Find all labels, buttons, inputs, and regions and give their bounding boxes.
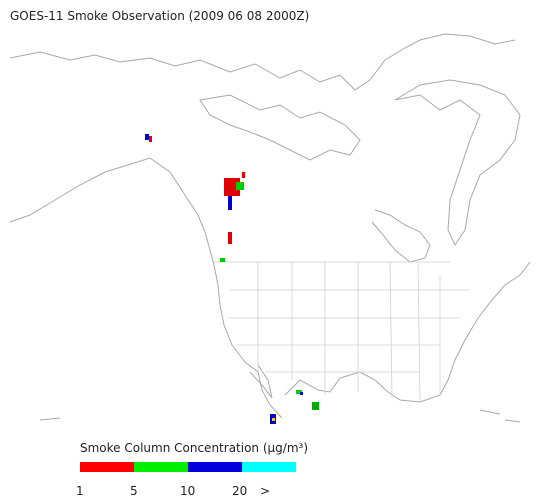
colorbar-segment bbox=[242, 462, 296, 472]
state-borders bbox=[214, 261, 470, 403]
colorbar-label: 5 bbox=[130, 484, 138, 498]
smoke-plumes bbox=[145, 134, 319, 424]
colorbar-label: > bbox=[260, 484, 270, 498]
colorbar-segment bbox=[134, 462, 188, 472]
colorbar: 1 5 10 20 > bbox=[76, 462, 296, 498]
colorbar-label: 1 bbox=[76, 484, 84, 498]
legend-title: Smoke Column Concentration (μg/m³) bbox=[80, 441, 308, 455]
colorbar-segment bbox=[188, 462, 242, 472]
coastlines bbox=[9, 33, 531, 423]
colorbar-label: 20 bbox=[232, 484, 247, 498]
map-title: GOES-11 Smoke Observation (2009 06 08 20… bbox=[10, 9, 309, 23]
colorbar-segment bbox=[80, 462, 134, 472]
colorbar-label: 10 bbox=[180, 484, 195, 498]
